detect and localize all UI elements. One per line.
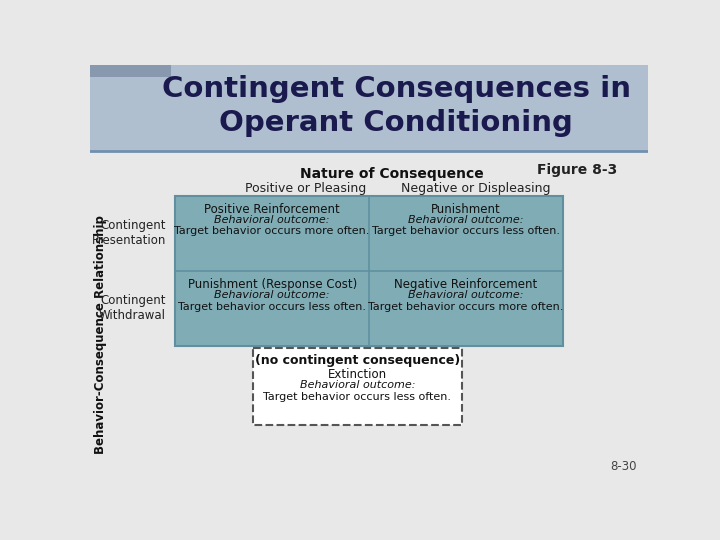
Text: (no contingent consequence): (no contingent consequence) [255, 354, 460, 367]
Text: 8-30: 8-30 [611, 460, 637, 473]
FancyBboxPatch shape [90, 65, 648, 151]
Text: Behavioral outcome:: Behavioral outcome: [215, 290, 330, 300]
Text: Positive Reinforcement: Positive Reinforcement [204, 204, 340, 217]
FancyBboxPatch shape [175, 195, 563, 346]
Text: Behavioral outcome:: Behavioral outcome: [215, 215, 330, 225]
Text: Negative or Displeasing: Negative or Displeasing [401, 182, 551, 195]
Text: Figure 8-3: Figure 8-3 [536, 164, 617, 177]
Text: Positive or Pleasing: Positive or Pleasing [245, 182, 366, 195]
FancyBboxPatch shape [90, 65, 171, 77]
Text: Target behavior occurs more often.: Target behavior occurs more often. [368, 301, 564, 312]
Text: Behavioral outcome:: Behavioral outcome: [408, 290, 523, 300]
Text: Target behavior occurs less often.: Target behavior occurs less often. [372, 226, 560, 237]
Text: Behavioral outcome:: Behavioral outcome: [300, 381, 415, 390]
Text: Target behavior occurs less often.: Target behavior occurs less often. [264, 392, 451, 402]
Text: Behavioral outcome:: Behavioral outcome: [408, 215, 523, 225]
Text: Extinction: Extinction [328, 368, 387, 381]
Text: Contingent Consequences in: Contingent Consequences in [161, 76, 631, 104]
Text: Target behavior occurs less often.: Target behavior occurs less often. [178, 301, 366, 312]
FancyBboxPatch shape [253, 348, 462, 425]
Text: Nature of Consequence: Nature of Consequence [300, 167, 484, 181]
Text: Contingent
Presentation: Contingent Presentation [91, 219, 166, 247]
Text: Punishment: Punishment [431, 204, 500, 217]
Text: Punishment (Response Cost): Punishment (Response Cost) [187, 279, 356, 292]
Text: Negative Reinforcement: Negative Reinforcement [395, 279, 538, 292]
Text: Target behavior occurs more often.: Target behavior occurs more often. [174, 226, 370, 237]
Text: Behavior-Consequence Relationship: Behavior-Consequence Relationship [94, 215, 107, 454]
Text: Operant Conditioning: Operant Conditioning [219, 109, 573, 137]
Text: Contingent
Withdrawal: Contingent Withdrawal [99, 294, 166, 322]
